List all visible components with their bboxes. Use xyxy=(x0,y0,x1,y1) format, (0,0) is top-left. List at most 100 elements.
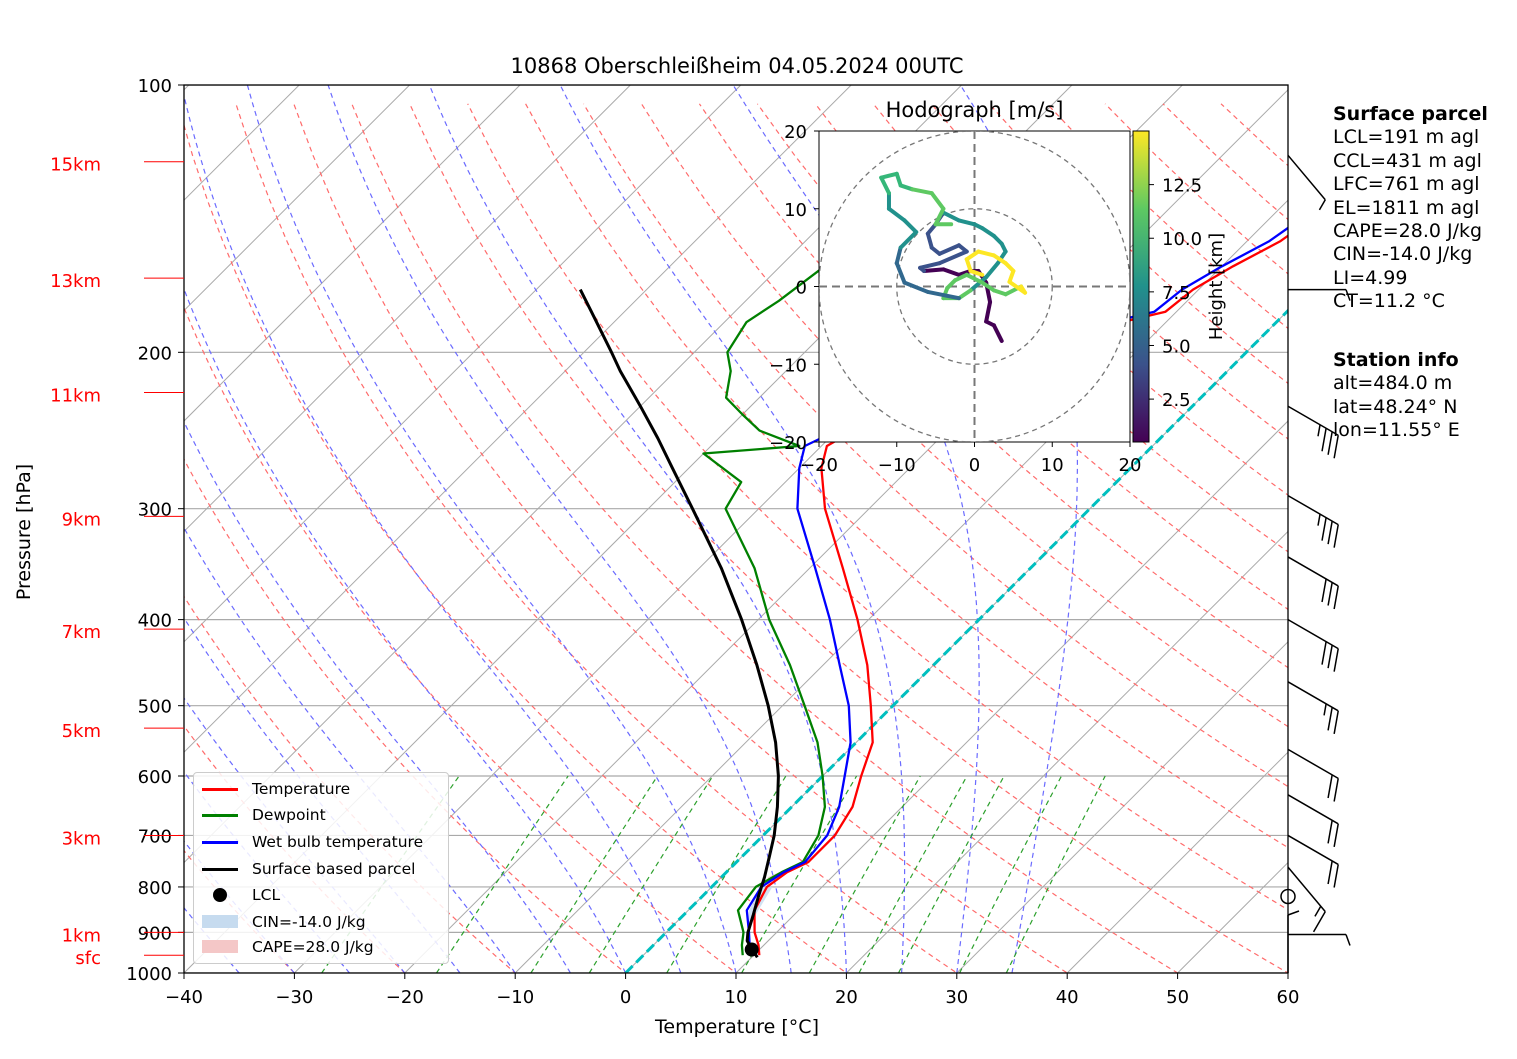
hodograph-segment xyxy=(921,267,946,273)
temperature-line xyxy=(753,234,1288,956)
legend-swatch xyxy=(202,915,238,928)
colorbar-tick-label: 7.5 xyxy=(1162,283,1191,304)
barb-half xyxy=(1345,934,1351,946)
hodograph-segment xyxy=(894,171,903,188)
legend-label: Temperature xyxy=(252,780,351,798)
hodograph-segment xyxy=(964,272,985,285)
wind-barb xyxy=(1287,794,1339,847)
hodograph-segment xyxy=(879,175,891,196)
wind-barb xyxy=(1287,494,1339,548)
profiles xyxy=(578,160,1288,959)
barb-flag xyxy=(1327,860,1333,885)
hodograph-segment xyxy=(976,249,996,258)
barb-half xyxy=(1345,289,1351,301)
barb-flag xyxy=(1327,644,1333,669)
hodograph-segment xyxy=(933,206,946,227)
barb-staff xyxy=(1287,154,1326,201)
barb-half xyxy=(1314,905,1322,917)
wind-barb xyxy=(1287,618,1339,672)
isotherm xyxy=(184,85,521,422)
station-alt: alt=484.0 m xyxy=(1333,372,1453,395)
calm-circle xyxy=(1280,888,1296,905)
colorbar-tick-label: 12.5 xyxy=(1162,176,1202,197)
y-tick-label: 800 xyxy=(138,878,172,899)
hodograph-x-tick-label: 0 xyxy=(969,455,980,476)
mixing-ratio-line xyxy=(858,775,968,973)
isotherm xyxy=(184,85,742,643)
y-tick-label: 400 xyxy=(138,611,172,632)
hodograph-segment xyxy=(956,288,973,301)
station-info-heading: Station info xyxy=(1333,349,1459,371)
barb-flag xyxy=(1327,707,1333,731)
mixing-ratio-line xyxy=(435,775,569,973)
moist-adiabat xyxy=(184,526,516,973)
barb-half xyxy=(1317,513,1321,526)
barb-flag xyxy=(1321,517,1327,541)
dewpoint-line xyxy=(702,160,985,956)
wind-barb xyxy=(1287,405,1339,459)
y-tick-label: 300 xyxy=(138,500,172,521)
mixing-ratio-line xyxy=(808,775,921,973)
hodograph-ring xyxy=(896,208,1053,365)
dry-adiabat xyxy=(640,103,1288,728)
moist-adiabat xyxy=(184,93,682,973)
hodograph-segment xyxy=(937,249,969,266)
surface-parcel-heading: Surface parcel xyxy=(1333,103,1488,125)
barb-half xyxy=(1317,424,1321,437)
hodograph-segment xyxy=(925,231,934,250)
chart-title: 10868 Oberschleißheim 04.05.2024 00UTC xyxy=(511,54,964,78)
barb-staff xyxy=(1287,748,1339,780)
barb-flag xyxy=(1321,578,1327,603)
hodograph-x-tick-label: 10 xyxy=(1041,455,1064,476)
moist-adiabat xyxy=(428,85,847,973)
station-lat: lat=48.24° N xyxy=(1333,395,1458,418)
dry-adiabat xyxy=(582,103,1288,788)
y-tick-label: 200 xyxy=(138,343,172,364)
lcl-point xyxy=(744,942,759,957)
barb-flag xyxy=(1333,435,1339,459)
x-tick-label: 50 xyxy=(1166,987,1189,1008)
height-label: 11km xyxy=(50,386,101,407)
y-tick-label: 900 xyxy=(138,923,172,944)
height-label: 3km xyxy=(62,828,101,849)
wind-barbs xyxy=(1280,154,1351,973)
legend-swatch xyxy=(213,888,227,902)
parcel-lcl: LCL=191 m agl xyxy=(1333,126,1480,149)
x-tick-label: −20 xyxy=(386,987,424,1008)
hodograph-segment xyxy=(953,272,969,283)
hodograph-segment xyxy=(898,230,919,250)
colorbar xyxy=(1132,130,1150,443)
legend-swatch xyxy=(202,814,238,817)
barb-half xyxy=(1318,199,1326,211)
legend-item-parcel: Surface based parcel xyxy=(202,859,415,879)
barb-staff xyxy=(1287,405,1339,436)
y-tick-label: 600 xyxy=(138,767,172,788)
height-label: sfc xyxy=(75,948,101,969)
barb-flag xyxy=(1327,431,1333,455)
dry-adiabat xyxy=(351,103,1179,973)
barb-flag xyxy=(1327,582,1333,606)
wind-barb xyxy=(1288,288,1351,301)
colorbar-tick-label: 2.5 xyxy=(1162,390,1191,411)
legend-item-dewpoint: Dewpoint xyxy=(202,805,326,825)
isotherm xyxy=(184,85,631,533)
hodograph-plot xyxy=(819,131,1130,442)
barb-flag xyxy=(1327,774,1333,799)
dry-adiabat xyxy=(409,103,1288,973)
barb-flag xyxy=(1333,864,1339,888)
hodograph-segment xyxy=(980,226,996,238)
surface-based-parcel-line xyxy=(578,288,780,959)
hodograph-segment xyxy=(964,257,973,273)
hodograph-segment xyxy=(968,268,985,277)
hodograph-segment xyxy=(956,218,977,227)
moist-adiabat xyxy=(327,85,792,973)
hodograph-y-tick-label: −10 xyxy=(769,355,807,376)
parcel-li: LI=4.99 xyxy=(1333,266,1408,289)
wind-barb xyxy=(1287,834,1339,888)
isotherm xyxy=(956,641,1288,973)
x-tick-label: −30 xyxy=(275,987,313,1008)
hodograph-segment xyxy=(984,261,1000,280)
barb-staff xyxy=(1287,866,1326,913)
barb-half xyxy=(1287,910,1300,916)
wind-barb xyxy=(1287,681,1339,735)
